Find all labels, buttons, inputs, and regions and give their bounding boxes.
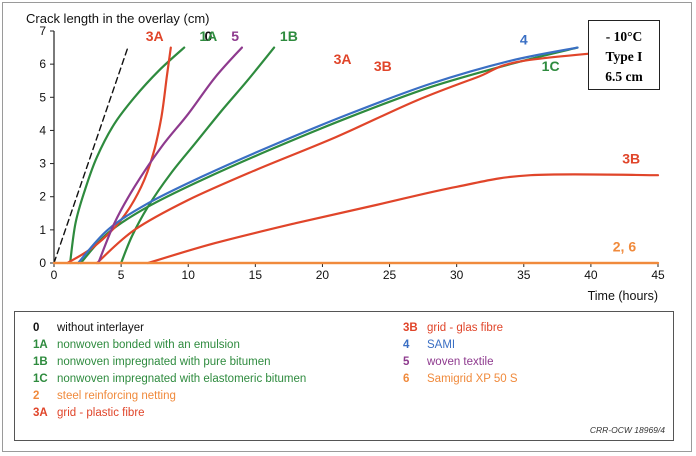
curve-label-9: 3B [622,151,640,167]
legend-item-2: 2 steel reinforcing netting [33,390,176,402]
type-label: Type I [605,49,643,64]
y-tick-label: 3 [39,157,46,171]
legend-item-5: 5 woven textile [403,356,494,368]
curve-label-5: 3A [334,51,352,67]
legend: 0 without interlayer 1A nonwoven bonded wi… [14,311,674,441]
curve-label-4: 1B [280,28,298,44]
figure-frame [2,2,692,452]
curves [52,46,660,265]
x-tick-label: 20 [316,268,330,282]
y-tick-label: 4 [39,123,46,137]
x-tick-label: 40 [584,268,598,282]
x-tick-label: 45 [651,268,665,282]
series-line-3B-7 [146,173,660,265]
y-tick-label: 1 [39,223,46,237]
legend-item-3A: 3A grid - plastic fibre [33,407,145,419]
legend-item-1C: 1C nonwoven impregnated with elastomeric … [33,373,307,385]
curve-label-1: 3A [146,28,164,44]
x-tick-label: 25 [383,268,397,282]
x-tick-label: 10 [182,268,196,282]
legend-item-4: 4 SAMI [403,339,456,351]
test-conditions-box: - 10°C Type I 6.5 cm [588,20,660,90]
y-tick-label: 0 [39,256,46,270]
source-reference: CRR-OCW 18969/4 [589,425,665,435]
legend-item-1B: 1B nonwoven impregnated with pure bitumen [33,356,271,368]
series-line-3B-6 [95,46,660,265]
x-tick-label: 5 [118,268,125,282]
x-axis-title: Time (hours) [588,289,658,303]
curve-label-2: 1A [199,28,217,44]
y-tick-label: 7 [39,24,46,38]
series-line-3A-5 [66,46,172,265]
chart-title: Crack length in the overlay (cm) [26,11,210,26]
x-tick-label: 15 [249,268,263,282]
x-tick-label: 30 [450,268,464,282]
curve-label-3: 5 [231,28,239,44]
y-tick-label: 6 [39,57,46,71]
x-tick-label: 35 [517,268,531,282]
series-line-0-0 [53,46,129,264]
series-line-1C-3 [79,46,579,265]
legend-item-1A: 1A nonwoven bonded with an emulsion [33,339,240,351]
curve-labels: 0 3A 1A 5 1B 3A 3B 4 1C 3B 2, 6 [146,28,640,254]
legend-item-3B: 3B grid - glas fibre [403,322,504,334]
crack-length-chart: Crack length in the overlay (cm) 0123456… [26,11,665,303]
curve-label-8: 1C [542,58,560,74]
series-line-1B-2 [120,46,276,265]
curve-label-0: 0 [204,28,212,44]
curve-label-6: 3B [374,58,392,74]
x-tick-label: 0 [51,268,58,282]
series-line-1A-1 [69,46,186,265]
curve-label-10: 2, 6 [613,238,637,254]
y-tick-label: 5 [39,90,46,104]
y-tick-label: 2 [39,190,46,204]
legend-item-6: 6 Samigrid XP 50 S [403,373,518,385]
curve-label-7: 4 [520,31,528,47]
series-line-5-9 [97,46,243,265]
crack-limit-label: 6.5 cm [605,69,643,84]
legend-item-0: 0 without interlayer [33,322,144,334]
temperature-label: - 10°C [605,29,643,44]
series-line-4-8 [77,46,579,265]
